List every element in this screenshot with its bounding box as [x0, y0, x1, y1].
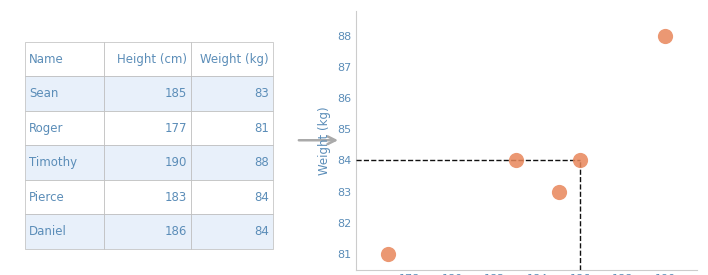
Bar	[191, 111, 273, 145]
Bar	[25, 42, 104, 76]
Text: 84: 84	[254, 191, 269, 204]
Bar	[25, 76, 104, 111]
Bar	[104, 42, 191, 76]
Text: Name: Name	[29, 53, 64, 66]
Text: 84: 84	[254, 225, 269, 238]
Text: Weight (kg): Weight (kg)	[200, 53, 269, 66]
Point	[574, 158, 586, 163]
Bar	[191, 76, 273, 111]
Text: 183: 183	[165, 191, 187, 204]
Bar	[191, 42, 273, 76]
Text: 81: 81	[254, 122, 269, 135]
Bar	[191, 145, 273, 180]
Text: Daniel: Daniel	[29, 225, 67, 238]
Bar	[25, 145, 104, 180]
Point	[382, 252, 394, 256]
Bar	[191, 214, 273, 249]
Text: Roger: Roger	[29, 122, 63, 135]
Text: 83: 83	[254, 87, 269, 100]
Text: 88: 88	[254, 156, 269, 169]
Bar	[104, 76, 191, 111]
Bar	[25, 180, 104, 214]
Bar	[104, 180, 191, 214]
Bar	[25, 214, 104, 249]
Bar	[191, 180, 273, 214]
Text: 177: 177	[164, 122, 187, 135]
Text: Timothy: Timothy	[29, 156, 77, 169]
Text: 186: 186	[164, 225, 187, 238]
Bar	[104, 145, 191, 180]
Y-axis label: Weight (kg): Weight (kg)	[319, 106, 331, 175]
Point	[553, 189, 564, 194]
Bar	[104, 111, 191, 145]
Bar	[104, 214, 191, 249]
Point	[510, 158, 522, 163]
Text: 190: 190	[164, 156, 187, 169]
Bar	[25, 111, 104, 145]
Point	[660, 34, 671, 38]
Text: 185: 185	[165, 87, 187, 100]
Text: Height (cm): Height (cm)	[117, 53, 187, 66]
Text: Pierce: Pierce	[29, 191, 64, 204]
Text: Sean: Sean	[29, 87, 58, 100]
